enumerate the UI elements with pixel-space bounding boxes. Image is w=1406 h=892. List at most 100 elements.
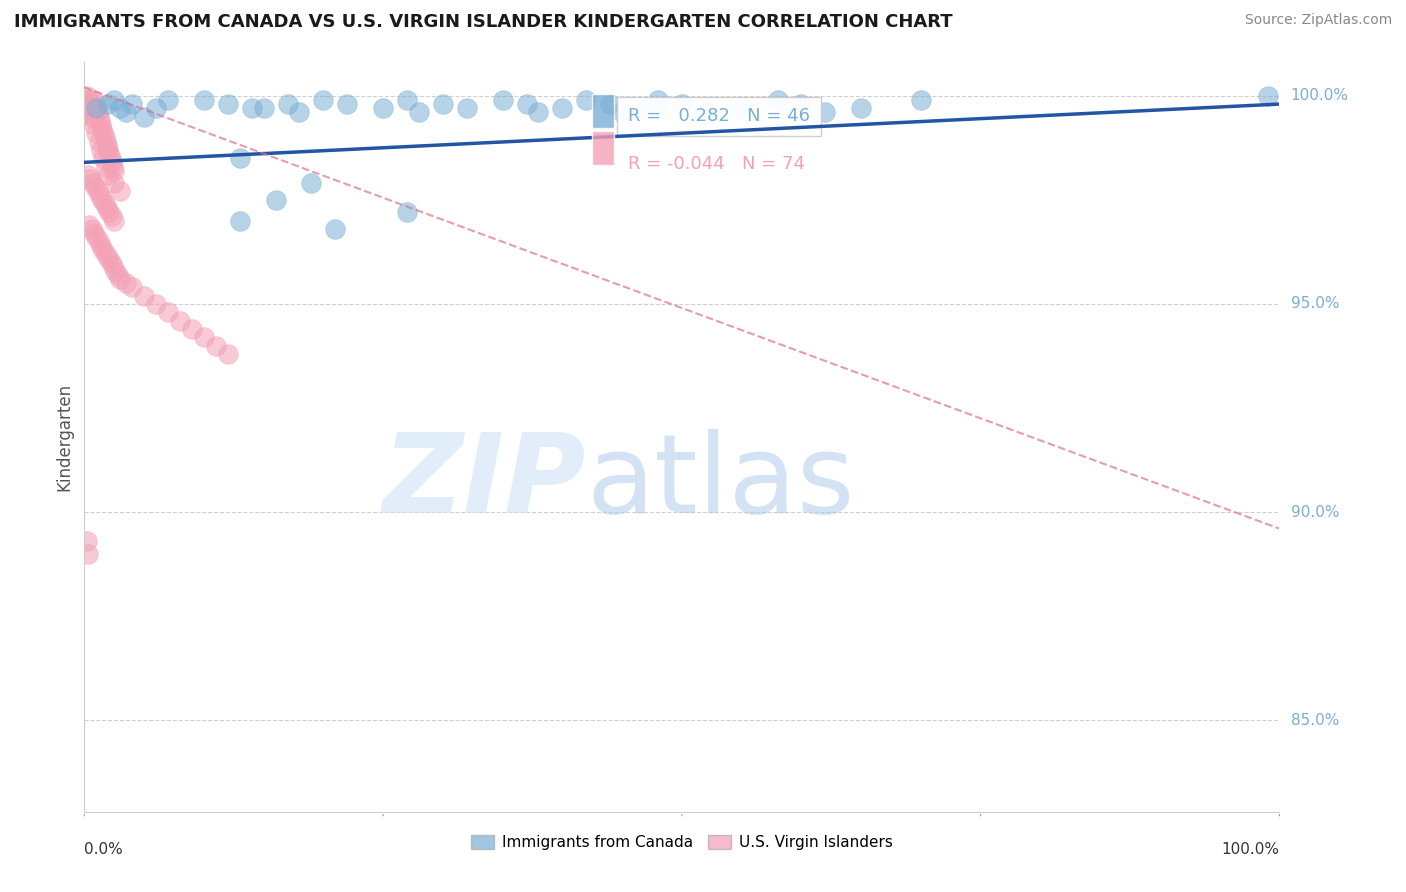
Point	[217, 347, 239, 361]
Point	[76, 534, 98, 549]
Point	[98, 205, 121, 219]
Point	[516, 97, 538, 112]
Point	[790, 97, 813, 112]
Point	[86, 126, 108, 140]
Point	[910, 93, 932, 107]
Point	[86, 105, 108, 120]
Point	[169, 313, 191, 327]
Point	[87, 235, 110, 249]
Point	[80, 110, 103, 124]
Point	[91, 193, 114, 207]
Point	[94, 160, 117, 174]
Point	[80, 105, 103, 120]
Text: R = -0.044   N = 74: R = -0.044 N = 74	[628, 154, 806, 172]
Point	[132, 110, 156, 124]
Text: Source: ZipAtlas.com: Source: ZipAtlas.com	[1244, 13, 1392, 28]
Point	[103, 213, 125, 227]
Text: ZIP: ZIP	[382, 428, 586, 535]
Point	[77, 97, 100, 112]
Point	[731, 101, 754, 115]
Point	[96, 138, 118, 153]
Text: 0.0%: 0.0%	[84, 842, 124, 857]
Point	[87, 135, 110, 149]
Point	[82, 176, 104, 190]
Point	[1257, 88, 1279, 103]
Point	[94, 135, 117, 149]
Point	[77, 218, 100, 232]
Point	[551, 101, 574, 115]
Point	[93, 197, 115, 211]
Point	[90, 118, 112, 132]
Point	[325, 222, 347, 236]
Bar	[592, 131, 614, 165]
Point	[492, 93, 515, 107]
Point	[110, 272, 132, 286]
Point	[80, 222, 103, 236]
Point	[86, 101, 108, 115]
Point	[373, 101, 395, 115]
Point	[121, 97, 143, 112]
Point	[115, 105, 138, 120]
Point	[101, 160, 124, 174]
Point	[264, 193, 287, 207]
Point	[110, 185, 132, 199]
Point	[396, 93, 419, 107]
Point	[636, 101, 658, 115]
Point	[103, 163, 125, 178]
Point	[612, 105, 634, 120]
Point	[101, 210, 124, 224]
Point	[94, 247, 117, 261]
Point	[408, 105, 430, 120]
Legend: Immigrants from Canada, U.S. Virgin Islanders: Immigrants from Canada, U.S. Virgin Isla…	[465, 830, 898, 856]
Text: 90.0%: 90.0%	[1291, 505, 1339, 519]
Point	[217, 97, 239, 112]
Point	[93, 126, 115, 140]
Point	[181, 322, 204, 336]
Point	[100, 151, 122, 165]
Point	[83, 93, 105, 107]
Point	[647, 93, 669, 107]
Point	[103, 93, 125, 107]
Point	[97, 143, 120, 157]
Point	[121, 280, 143, 294]
Point	[101, 155, 124, 169]
Point	[456, 101, 478, 115]
Point	[97, 97, 120, 112]
Point	[288, 105, 311, 120]
Point	[86, 101, 108, 115]
Point	[115, 276, 138, 290]
Point	[84, 180, 107, 194]
Point	[82, 110, 104, 124]
Point	[432, 97, 454, 112]
Point	[671, 97, 693, 112]
Bar	[592, 94, 614, 128]
Point	[229, 151, 252, 165]
Point	[87, 110, 110, 124]
Text: 85.0%: 85.0%	[1291, 713, 1339, 728]
Point	[96, 201, 118, 215]
Point	[79, 172, 101, 186]
Point	[77, 168, 100, 182]
Point	[89, 188, 111, 202]
Point	[312, 93, 335, 107]
Point	[77, 101, 100, 115]
Point	[107, 268, 129, 282]
Point	[104, 263, 127, 277]
Point	[575, 93, 598, 107]
Point	[89, 113, 111, 128]
Text: R =   0.282   N = 46: R = 0.282 N = 46	[628, 107, 810, 126]
Point	[110, 101, 132, 115]
Point	[90, 143, 112, 157]
Point	[86, 185, 108, 199]
Point	[851, 101, 873, 115]
Point	[301, 176, 323, 190]
Point	[193, 93, 215, 107]
Point	[695, 105, 717, 120]
Point	[93, 243, 115, 257]
Point	[76, 93, 98, 107]
Point	[145, 101, 167, 115]
Text: 95.0%: 95.0%	[1291, 296, 1339, 311]
Text: atlas: atlas	[586, 428, 855, 535]
Point	[98, 147, 121, 161]
Point	[157, 93, 180, 107]
